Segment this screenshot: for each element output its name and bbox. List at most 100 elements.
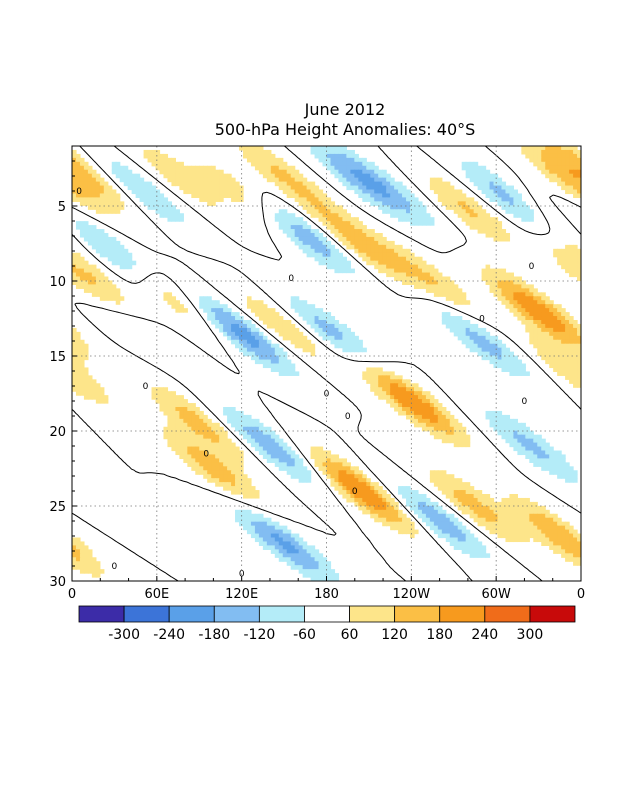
heat-cell: [533, 462, 538, 467]
heat-cell: [334, 454, 340, 459]
heat-cell: [493, 501, 499, 507]
heat-cell: [485, 497, 491, 503]
heat-cell: [334, 229, 340, 234]
heat-cell: [294, 331, 300, 337]
heat-cell: [207, 446, 212, 452]
heat-cell: [493, 177, 499, 183]
heat-cell: [163, 430, 169, 436]
heat-cell: [302, 229, 308, 234]
heat-cell: [406, 276, 411, 282]
heat-cell: [545, 312, 550, 317]
heat-cell: [223, 316, 228, 321]
heat-cell: [553, 458, 558, 463]
heat-cell: [410, 410, 415, 416]
heat-cell: [533, 157, 538, 163]
heat-cell: [72, 157, 77, 163]
heat-cell: [302, 316, 308, 321]
heat-cell: [370, 387, 375, 392]
heat-cell: [175, 414, 180, 420]
heat-cell: [87, 240, 93, 246]
heat-cell: [171, 403, 176, 408]
heat-cell: [382, 209, 387, 214]
heat-cell: [203, 426, 208, 432]
heat-cell: [457, 296, 463, 301]
heat-cell: [577, 359, 581, 365]
heat-cell: [366, 509, 371, 515]
heat-cell: [266, 177, 272, 183]
heat-cell: [75, 557, 81, 562]
heat-cell: [290, 189, 296, 195]
heat-cell: [211, 185, 216, 191]
heat-cell: [521, 446, 526, 452]
heat-cell: [517, 533, 522, 539]
heat-cell: [461, 201, 467, 206]
heat-cell: [374, 367, 379, 372]
heat-cell: [326, 197, 332, 202]
heat-cell: [557, 327, 562, 333]
heat-cell: [195, 422, 200, 428]
heat-cell: [565, 545, 570, 550]
heat-cell: [338, 470, 344, 475]
heat-cell: [211, 173, 216, 179]
heat-cell: [99, 292, 105, 297]
contour-label: 0: [203, 450, 209, 460]
heat-cell: [370, 240, 375, 246]
heat-cell: [386, 494, 391, 499]
heat-cell: [382, 201, 387, 206]
heat-cell: [525, 533, 530, 539]
heat-cell: [461, 292, 467, 297]
heat-cell: [457, 426, 463, 432]
heat-cell: [573, 470, 578, 475]
heat-cell: [374, 264, 379, 270]
heat-cell: [390, 252, 395, 258]
heat-cell: [358, 169, 363, 175]
heat-cell: [537, 517, 542, 523]
heat-cell: [195, 410, 200, 416]
heat-cell: [497, 355, 503, 361]
heat-cell: [549, 149, 554, 155]
heat-cell: [577, 193, 581, 198]
heat-cell: [374, 375, 379, 380]
heat-cell: [406, 248, 411, 254]
heat-cell: [115, 244, 121, 250]
heat-cell: [453, 205, 459, 210]
heat-cell: [250, 521, 256, 527]
heat-cell: [322, 316, 328, 321]
heat-cell: [386, 501, 391, 507]
heat-cell: [497, 280, 503, 285]
heat-cell: [378, 256, 383, 262]
heat-cell: [390, 177, 395, 183]
heat-cell: [326, 217, 332, 222]
heat-cell: [390, 399, 395, 404]
heat-cell: [223, 446, 228, 452]
heat-cell: [521, 517, 526, 523]
heat-cell: [433, 418, 439, 424]
heat-cell: [167, 161, 173, 167]
heat-cell: [573, 323, 578, 329]
heat-cell: [477, 343, 483, 349]
heat-cell: [505, 509, 511, 515]
y-tick-label: 30: [49, 575, 66, 590]
heat-cell: [163, 201, 169, 206]
heat-cell: [231, 323, 236, 329]
heat-cell: [219, 478, 224, 483]
heat-cell: [529, 153, 534, 159]
heat-cell: [537, 335, 542, 341]
heat-cell: [473, 509, 479, 515]
heat-cell: [493, 529, 499, 535]
heat-cell: [286, 541, 292, 546]
heat-cell: [79, 193, 85, 198]
heat-cell: [509, 505, 514, 511]
heat-cell: [350, 229, 355, 234]
heat-cell: [350, 173, 355, 179]
heat-cell: [561, 169, 566, 175]
heat-cell: [561, 371, 566, 376]
heat-cell: [453, 323, 459, 329]
heat-cell: [342, 221, 347, 226]
heat-cell: [338, 323, 344, 329]
heat-cell: [87, 565, 93, 570]
heat-cell: [549, 517, 554, 523]
heat-cell: [557, 359, 562, 365]
heat-cell: [433, 422, 439, 428]
